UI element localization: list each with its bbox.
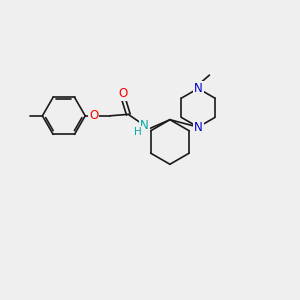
Text: N: N (140, 119, 149, 132)
Text: N: N (194, 82, 203, 95)
Text: N: N (194, 121, 203, 134)
Text: O: O (89, 109, 98, 122)
Text: O: O (118, 87, 128, 100)
Text: H: H (134, 127, 142, 137)
